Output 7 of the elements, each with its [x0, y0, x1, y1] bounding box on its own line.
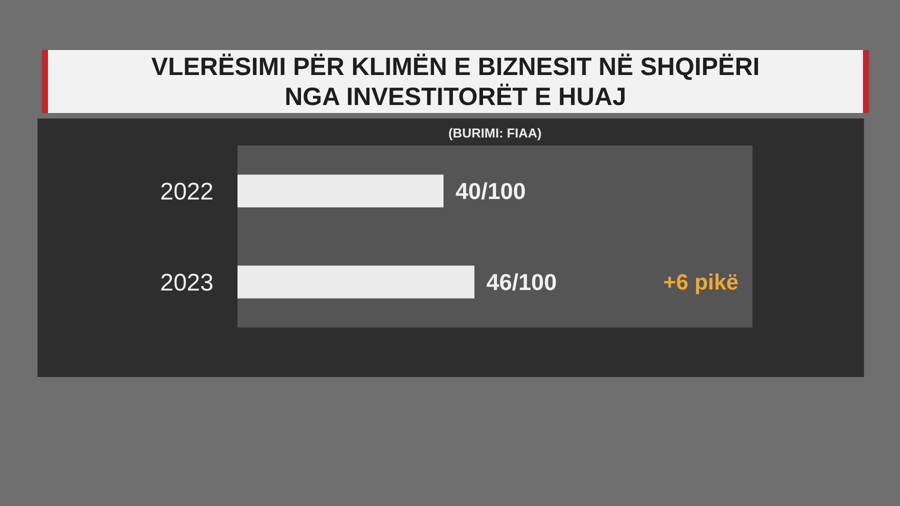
annotation: +6 pikë [663, 270, 738, 294]
data-label: 46/100 [486, 269, 557, 295]
chart-title: VLERËSIMI PËR KLIMËN E BIZNESIT NË SHQIPËRI NGA INVESTITORËT E HUAJ [151, 52, 760, 112]
y-tick-label: 2022 [160, 178, 214, 206]
y-tick-label: 2023 [160, 270, 214, 296]
data-label: 40/100 [456, 178, 526, 204]
text: (BURIMI: FIAA) [448, 126, 542, 140]
